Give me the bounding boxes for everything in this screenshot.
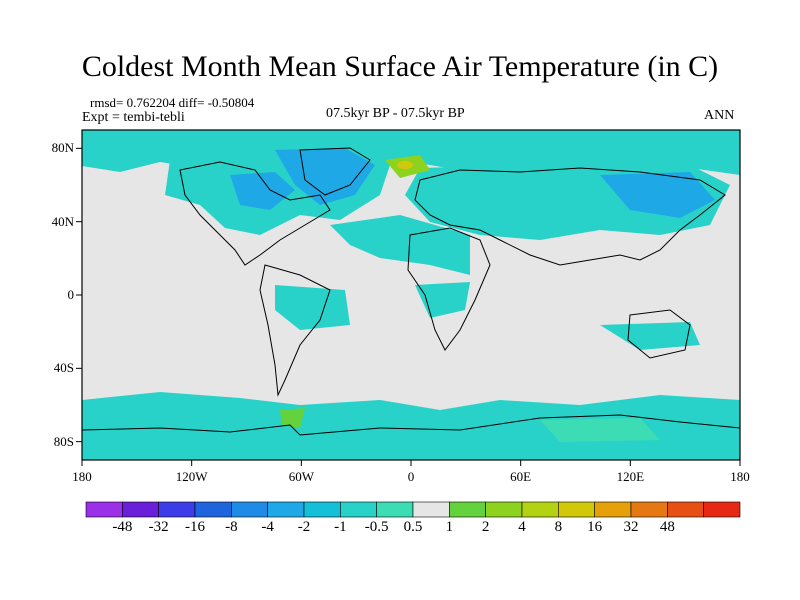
colorbar-swatch [594,501,632,518]
south-pacific-anomaly [600,322,700,350]
colorbar-label: 1 [445,519,454,535]
lon-tick-label: 60E [510,469,532,484]
colorbar-label: 32 [623,519,639,535]
colorbar-swatch [267,501,305,518]
colorbar-label: 0.5 [403,519,423,535]
colorbar-swatch [630,501,668,518]
coast-africa [407,227,491,351]
colorbar-label: -2 [297,519,311,535]
lat-tick-label: 0 [67,287,75,302]
coastlines [82,147,740,436]
colorbar-swatch [376,501,414,518]
colorbar-label: 16 [587,519,603,535]
colorbar-swatch [558,501,595,518]
anomaly-fields [82,130,740,460]
antarctic-anomaly-light [540,418,660,442]
colorbar-swatch [449,501,486,518]
colorbar-label: 4 [518,519,526,535]
colorbar [85,501,741,518]
colorbar-label: -4 [261,519,274,535]
coast-north-america [179,161,331,266]
coast-south-america [259,264,331,397]
colorbar-label: -48 [112,519,133,535]
lon-tick-label: 120E [616,469,645,484]
lat-tick-label: 80S [53,433,74,449]
stats-text: rmsd= 0.762204 diff= -0.50804 [90,95,255,110]
map-title: Coldest Month Mean Surface Air Temperatu… [81,50,719,83]
colorbar-swatch [485,501,523,518]
colorbar-label: -8 [225,519,238,535]
tropical-atlantic-anomaly [275,285,350,330]
lon-tick-label: 180 [72,469,92,484]
north-atlantic-anomaly [330,215,470,275]
lon-tick-label: 60W [288,469,314,484]
siberia-anomaly-dark [600,172,715,218]
colorbar-label: 2 [481,519,490,535]
greenland-anomaly-dark [275,148,375,205]
colorbar-swatch [667,501,704,518]
colorbar-label: -32 [148,519,169,535]
lat-tick-label: 80N [51,140,74,156]
antarctic-peninsula-warm [280,408,305,428]
coast-greenland [299,147,371,196]
colorbar-swatch [303,501,341,518]
colorbar-swatch [85,501,123,518]
colorbar-label: -1 [334,519,347,535]
axis-ticks [76,147,741,466]
coast-eurasia [414,167,726,266]
southern-ocean-anomaly [82,392,740,460]
colorbar-swatch [521,501,559,518]
colorbar-swatch [158,501,196,518]
colorbar-swatch [412,501,450,518]
colorbar-label: -0.5 [364,519,389,535]
colorbar-swatch [194,501,232,518]
colorbar-swatch [340,501,377,518]
colorbar-swatch [231,501,268,518]
lat-tick-label: 40S [53,360,74,376]
season-label: ANN [704,108,735,123]
coast-antarctica [82,414,740,436]
lon-tick-label: 0 [407,469,415,484]
colorbar-label: -16 [185,519,205,535]
arctic-warm-core [397,161,413,169]
experiment-label: Expt = tembi-tebli [82,110,185,125]
coast-australia [627,309,691,359]
lon-tick-label: 120W [175,469,208,484]
period-label: 07.5kyr BP - 07.5kyr BP [326,106,465,121]
colorbar-label: 8 [554,519,563,535]
colorbar-swatch [703,501,741,518]
north-america-anomaly-dark [230,172,295,210]
lon-tick-label: 180 [730,469,750,484]
colorbar-label: 48 [659,519,675,535]
lat-tick-label: 40N [51,213,74,229]
colorbar-swatch [122,501,159,518]
